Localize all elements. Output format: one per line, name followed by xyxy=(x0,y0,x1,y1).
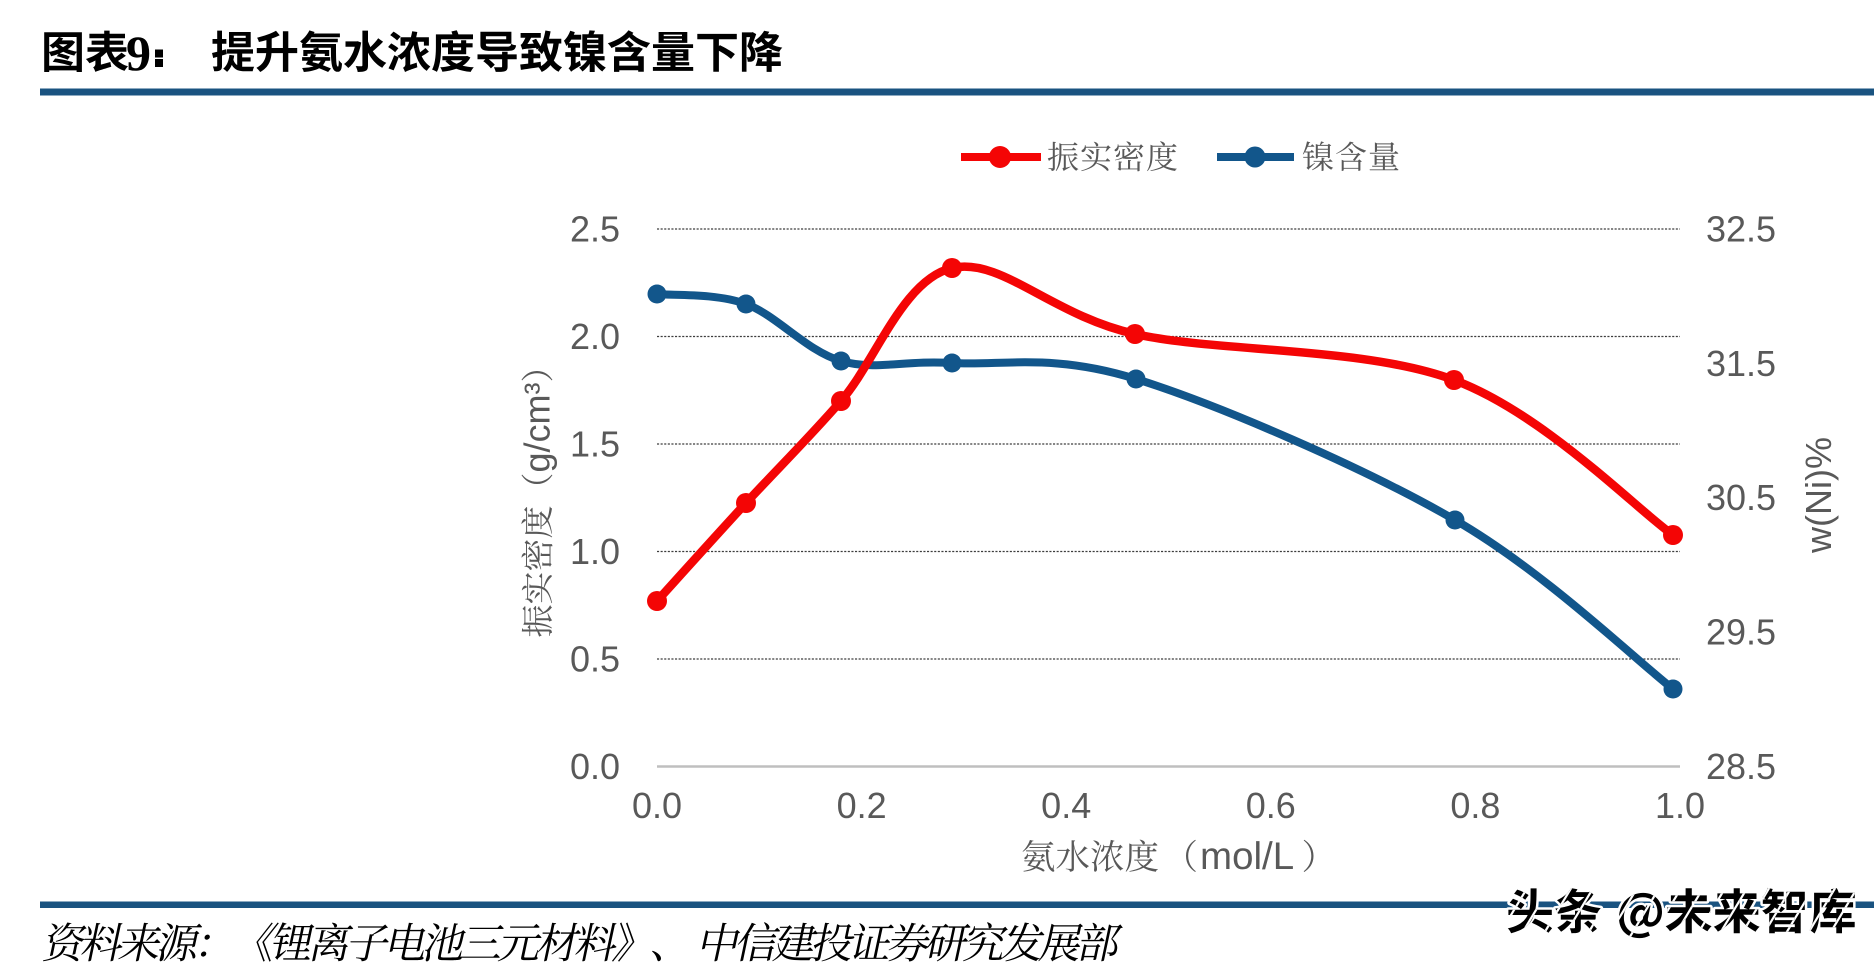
svg-text:0.6: 0.6 xyxy=(1246,785,1296,826)
svg-text:28.5: 28.5 xyxy=(1706,746,1776,787)
svg-text:0.2: 0.2 xyxy=(837,785,887,826)
svg-text:1.0: 1.0 xyxy=(1655,785,1705,826)
svg-text:1.0: 1.0 xyxy=(570,531,620,572)
svg-text:31.5: 31.5 xyxy=(1706,343,1776,384)
svg-text:2.0: 2.0 xyxy=(570,316,620,357)
svg-text:2.5: 2.5 xyxy=(570,209,620,250)
svg-text:30.5: 30.5 xyxy=(1706,477,1776,518)
svg-text:0.0: 0.0 xyxy=(570,746,620,787)
svg-text:29.5: 29.5 xyxy=(1706,612,1776,653)
svg-text:1.5: 1.5 xyxy=(570,424,620,465)
svg-text:0.4: 0.4 xyxy=(1041,785,1091,826)
svg-text:0.5: 0.5 xyxy=(570,639,620,680)
svg-text:w(Ni)%: w(Ni)% xyxy=(1798,437,1839,554)
svg-text:0.0: 0.0 xyxy=(632,785,682,826)
svg-text:0.8: 0.8 xyxy=(1450,785,1500,826)
svg-text:32.5: 32.5 xyxy=(1706,209,1776,250)
